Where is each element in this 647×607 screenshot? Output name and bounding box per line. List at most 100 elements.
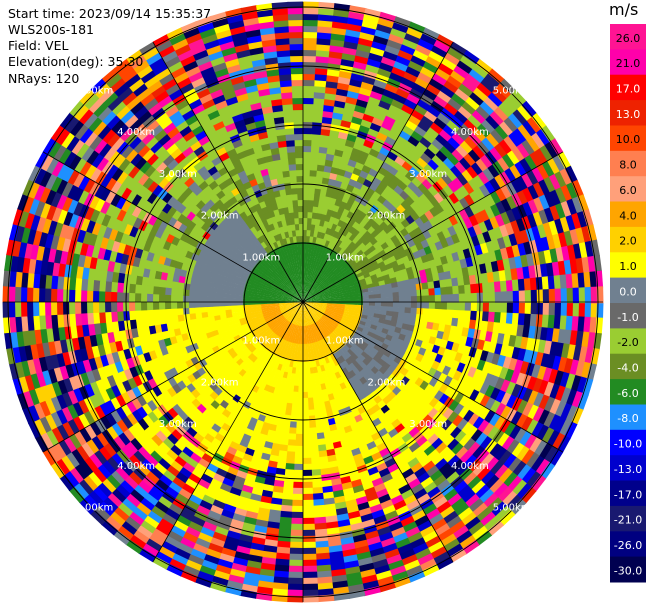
range-gate [226, 382, 235, 391]
range-gate [362, 455, 374, 466]
range-gate [366, 466, 379, 477]
range-gate [99, 402, 111, 417]
range-gate [278, 302, 286, 305]
range-gate [306, 306, 311, 313]
range-gate [316, 365, 322, 373]
range-gate [68, 486, 85, 504]
range-gate [276, 394, 283, 403]
range-gate [305, 307, 309, 314]
range-gate [78, 478, 94, 495]
range-gate [198, 328, 206, 336]
range-gate [242, 326, 250, 333]
range-gate [394, 326, 402, 335]
range-gate [106, 374, 117, 388]
range-gate [190, 515, 206, 528]
range-gate [309, 169, 318, 177]
range-gate [334, 318, 341, 324]
range-gate [302, 511, 315, 519]
range-gate [326, 362, 333, 370]
range-gate [498, 366, 509, 381]
range-gate [527, 404, 540, 421]
range-gate [226, 316, 234, 323]
range-gate [445, 471, 460, 485]
range-gate [363, 486, 377, 497]
range-gate [357, 470, 370, 480]
range-gate [580, 361, 592, 380]
range-gate [8, 300, 16, 318]
range-gate [287, 315, 293, 322]
range-gate [177, 409, 189, 422]
range-gate [282, 390, 289, 398]
range-gate [315, 341, 321, 349]
range-gate [307, 306, 312, 312]
range-gate [305, 307, 309, 314]
range-gate [257, 316, 265, 322]
range-gate [321, 324, 328, 331]
range-gate [482, 361, 492, 374]
range-gate [468, 498, 484, 513]
range-gate [151, 407, 164, 420]
range-gate [96, 463, 112, 479]
range-gate [565, 389, 578, 407]
range-gate [368, 446, 380, 457]
range-gate [463, 398, 475, 411]
range-gate [292, 205, 299, 213]
range-gate [314, 303, 322, 306]
range-gate [442, 450, 457, 464]
range-gate [423, 481, 438, 495]
range-gate [222, 339, 231, 348]
range-gate [213, 314, 221, 321]
range-gate [318, 401, 326, 410]
range-gate [33, 402, 46, 420]
range-gate [68, 466, 84, 484]
range-gate [327, 460, 338, 469]
range-gate [523, 313, 532, 327]
range-gate [310, 330, 315, 338]
range-gate [237, 495, 251, 506]
range-gate [268, 312, 276, 317]
range-gate [389, 565, 407, 577]
range-gate [154, 364, 164, 376]
range-gate [385, 483, 399, 495]
range-gate [413, 515, 430, 528]
range-gate [365, 536, 381, 547]
range-gate [77, 412, 90, 429]
range-gate [278, 338, 284, 346]
range-gate [449, 520, 466, 535]
range-gate [105, 473, 121, 489]
range-gate [410, 416, 423, 428]
range-gate [486, 321, 495, 333]
range-gate [452, 302, 460, 311]
range-gate [105, 321, 114, 334]
range-gate [227, 320, 235, 327]
range-gate [289, 175, 298, 183]
range-gate [256, 580, 274, 589]
range-gate [216, 488, 230, 499]
range-gate [297, 397, 303, 405]
range-gate [259, 320, 267, 327]
range-gate [301, 589, 319, 597]
range-gate [328, 556, 345, 566]
range-gate [365, 421, 376, 431]
range-gate [166, 396, 178, 408]
range-gate [288, 25, 305, 33]
range-gate [314, 528, 328, 537]
range-gate [442, 407, 454, 420]
range-gate [257, 353, 265, 361]
range-gate [436, 330, 445, 340]
range-gate [125, 400, 137, 414]
range-gate [287, 335, 292, 343]
range-gate [371, 558, 389, 570]
range-gate [327, 334, 334, 342]
range-gate [445, 357, 455, 369]
range-gate [336, 427, 346, 436]
range-gate [331, 435, 341, 444]
range-gate [78, 497, 96, 515]
range-gate [338, 307, 345, 311]
range-gate [139, 497, 155, 512]
range-gate [262, 313, 270, 318]
range-gate [120, 520, 138, 536]
range-gate [304, 307, 307, 315]
range-gate [409, 537, 426, 550]
range-gate [510, 383, 522, 399]
